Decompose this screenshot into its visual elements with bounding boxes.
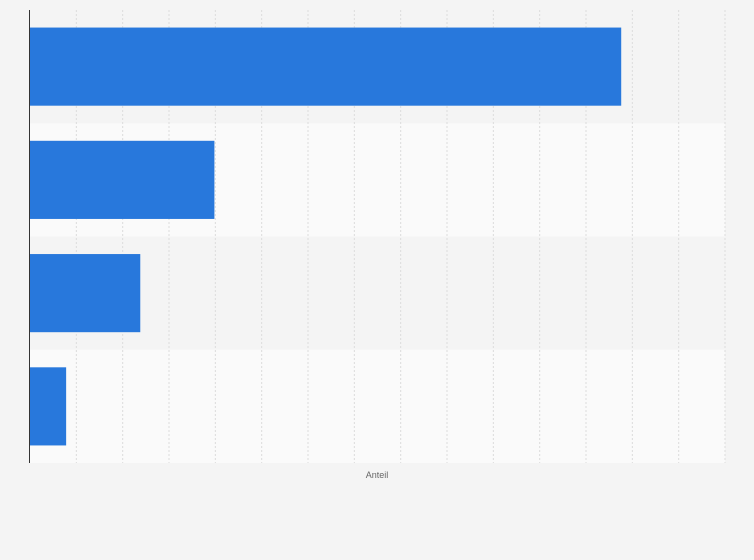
row-band — [30, 236, 725, 350]
bars — [30, 27, 622, 446]
row-band — [30, 349, 725, 463]
bar — [30, 27, 622, 106]
bar — [30, 140, 215, 219]
bar — [30, 254, 141, 333]
bar — [30, 367, 67, 446]
x-axis-label: Anteil — [366, 470, 389, 480]
gridlines — [75, 10, 726, 463]
